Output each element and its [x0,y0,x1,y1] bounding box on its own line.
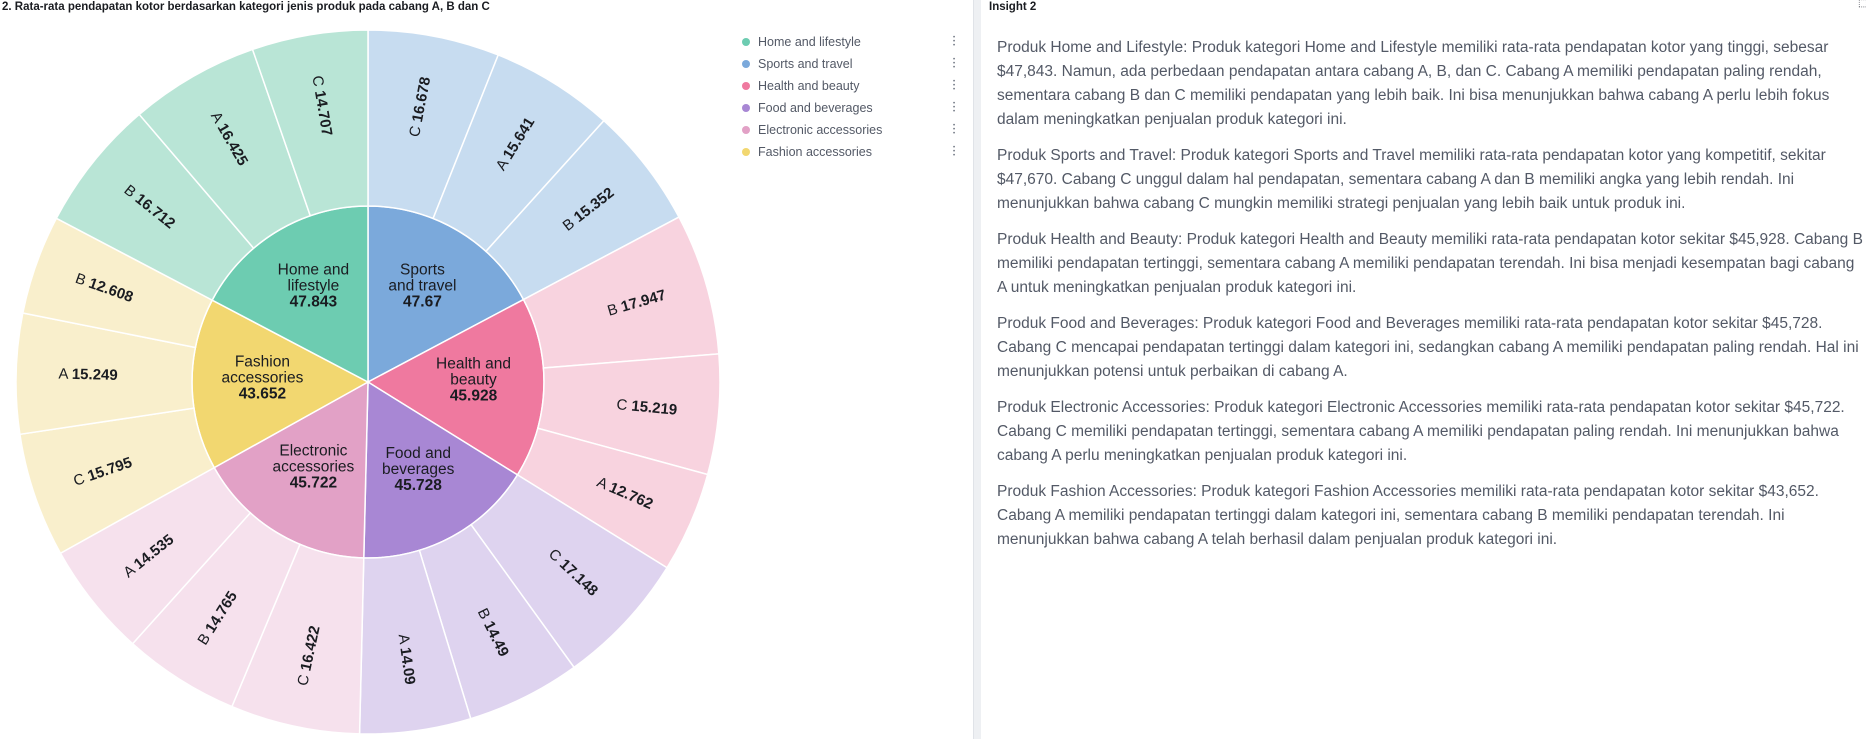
inner-slice-label: Health and beauty 45.928 [436,356,511,405]
category-label-line: Food and [385,445,451,462]
legend-item-menu-icon[interactable]: • • • [952,57,956,71]
legend-swatch [742,148,750,156]
branch-label: C [616,396,633,414]
category-value: 43.652 [239,385,286,402]
outer-slice[interactable] [251,29,369,217]
inner-slice-label: Fashion accessories 43.652 [221,353,303,402]
category-label-line: Health and [436,356,511,373]
legend-label: Home and lifestyle [758,35,861,49]
inner-slice-label: Sports and travel 47.67 [388,262,456,311]
legend-item-menu-icon[interactable]: • • • [952,101,956,115]
legend-item[interactable]: Fashion accessories • • • [742,141,962,163]
legend-swatch [742,82,750,90]
category-label-line: beverages [382,461,455,478]
branch-label: B [474,606,496,626]
legend-item-menu-icon[interactable]: • • • [952,145,956,159]
category-value: 45.728 [395,477,443,494]
legend-item-menu-icon[interactable]: • • • [952,35,956,49]
insight-panel-title: Insight 2 [989,1,1037,13]
legend-item[interactable]: Home and lifestyle • • • [742,31,962,53]
category-value: 47.67 [403,294,442,311]
panel-corner-icon[interactable]: ⬚ [1858,0,1866,9]
legend-label: Electronic accessories [758,123,883,137]
branch-label: A [58,366,72,383]
branch-label: B [73,270,92,291]
branch-value: 14.09 [396,646,418,686]
insight-paragraph: Produk Home and Lifestyle: Produk katego… [997,39,1830,128]
branch-label: B [605,299,623,319]
outer-slice-label: C 15.219 [616,396,678,419]
insight-paragraph: Produk Fashion Accessories: Produk kateg… [997,483,1819,548]
branch-label: A [594,474,613,495]
legend-swatch [742,126,750,134]
branch-value: 15.219 [631,398,678,419]
category-label-line: beauty [450,372,497,389]
insight-paragraph: Produk Health and Beauty: Produk kategor… [997,231,1863,296]
legend-swatch [742,60,750,68]
chart-legend: Home and lifestyle • • • Sports and travel • •… [742,31,962,163]
legend-item-menu-icon[interactable]: • • • [952,123,956,137]
insight-paragraph: Produk Food and Beverages: Produk katego… [997,315,1859,380]
inner-slice-label: Home and lifestyle 47.843 [278,262,350,311]
category-value: 45.722 [290,474,337,491]
category-label-line: Home and [278,262,350,279]
legend-label: Fashion accessories [758,145,872,159]
legend-item[interactable]: Sports and travel • • • [742,53,962,75]
legend-item[interactable]: Food and beverages • • • [742,97,962,119]
inner-slice-label: Electronic accessories 45.722 [272,442,354,491]
category-label-line: Electronic [279,442,347,459]
branch-label: C [406,120,426,138]
outer-slice-label: A 14.09 [395,633,419,686]
outer-slice-label: A 15.249 [58,366,118,384]
inner-slice-label: Food and beverages 45.728 [382,445,455,494]
legend-label: Health and beauty [758,79,860,93]
branch-value: 15.249 [72,366,118,384]
branch-label: C [71,469,91,490]
category-label-line: lifestyle [288,278,340,295]
legend-label: Sports and travel [758,57,853,71]
insight-panel: Insight 2 ⬚ Produk Home and Lifestyle: P… [981,0,1866,739]
legend-item-menu-icon[interactable]: • • • [952,79,956,93]
legend-swatch [742,38,750,46]
insight-text: Produk Home and Lifestyle: Produk katego… [997,36,1863,564]
category-label-line: accessories [221,369,303,386]
category-label-line: Fashion [235,353,290,370]
legend-item[interactable]: Health and beauty • • • [742,75,962,97]
branch-label: C [309,74,328,92]
chart-panel-title: 2. Rata-rata pendapatan kotor berdasarka… [2,1,490,13]
category-label-line: and travel [388,278,456,295]
category-value: 47.843 [290,294,338,311]
category-label-line: Sports [400,262,445,279]
legend-label: Food and beverages [758,101,873,115]
category-label-line: accessories [272,458,354,475]
branch-label: C [294,669,314,687]
chart-panel: 2. Rata-rata pendapatan kotor berdasarka… [2,1,962,735]
category-value: 45.928 [450,388,498,405]
insight-paragraph: Produk Sports and Travel: Produk kategor… [997,147,1826,212]
branch-label: A [395,633,414,649]
legend-swatch [742,104,750,112]
legend-item[interactable]: Electronic accessories • • • [742,119,962,141]
insight-paragraph: Produk Electronic Accessories: Produk ka… [997,399,1845,464]
